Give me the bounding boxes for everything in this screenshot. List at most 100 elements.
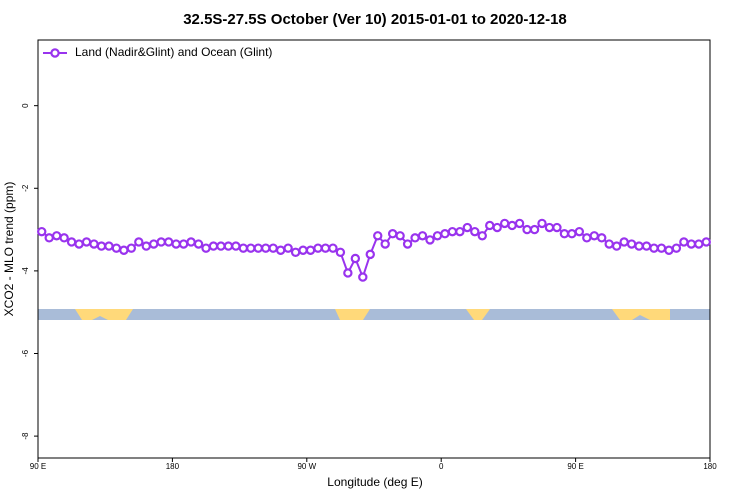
data-point	[320, 243, 331, 253]
data-point	[514, 218, 525, 229]
data-point	[81, 237, 92, 247]
data-point	[492, 222, 502, 233]
data-point	[432, 231, 443, 241]
data-point	[365, 249, 375, 260]
data-point	[694, 239, 704, 249]
x-tick-label: 90 E	[30, 462, 46, 471]
land-ocean-band	[38, 309, 710, 320]
data-point	[343, 268, 353, 278]
data-point	[537, 218, 547, 229]
series-line	[41, 222, 707, 281]
data-point	[186, 237, 196, 247]
data-point	[701, 237, 711, 247]
data-point	[387, 229, 398, 239]
data-point	[298, 245, 308, 255]
data-point	[582, 233, 592, 243]
data-point	[238, 243, 249, 253]
data-point	[51, 231, 62, 241]
x-tick-label: 180	[703, 462, 717, 471]
data-point	[141, 241, 151, 251]
data-point	[522, 224, 532, 235]
land-patch	[466, 309, 490, 320]
data-point	[507, 220, 517, 231]
data-point	[395, 231, 405, 241]
data-point	[208, 241, 219, 251]
data-point	[649, 243, 659, 253]
data-point	[559, 229, 570, 239]
data-point	[604, 239, 614, 249]
data-point	[246, 243, 256, 253]
legend-marker	[50, 48, 60, 58]
data-point	[59, 233, 69, 243]
data-point	[455, 226, 465, 237]
data-point	[410, 233, 420, 243]
data-point	[589, 231, 599, 241]
data-point	[74, 239, 84, 249]
y-tick-label: -4	[21, 267, 30, 275]
ocean-band	[38, 309, 710, 320]
land-patch	[75, 309, 133, 320]
data-point	[425, 235, 435, 245]
data-point	[111, 243, 122, 253]
data-point	[544, 222, 555, 233]
data-point	[626, 239, 637, 249]
data-point	[305, 245, 316, 255]
data-point	[656, 243, 667, 253]
data-point	[156, 237, 166, 247]
data-point	[529, 224, 540, 235]
data-point	[253, 243, 263, 253]
data-point	[193, 239, 204, 249]
x-tick-label: 0	[439, 462, 444, 471]
data-point	[597, 233, 607, 243]
land-patch	[612, 309, 670, 320]
data-point	[96, 241, 107, 251]
data-point	[275, 245, 286, 255]
data-point	[485, 220, 495, 231]
data-point	[178, 239, 189, 249]
data-point	[470, 226, 480, 237]
data-point	[328, 243, 338, 253]
data-point	[268, 243, 278, 253]
data-point	[671, 243, 682, 253]
data-point	[104, 241, 114, 251]
data-point	[313, 243, 323, 253]
data-point	[373, 231, 383, 241]
data-point	[440, 229, 450, 239]
data-point	[66, 237, 77, 247]
data-point	[679, 237, 689, 247]
data-point	[163, 237, 174, 247]
data-point	[686, 239, 697, 249]
y-tick-label: -8	[21, 432, 30, 440]
data-point	[290, 247, 301, 258]
y-tick-label: -2	[21, 184, 30, 192]
chart-title: 32.5S-27.5S October (Ver 10) 2015-01-01 …	[183, 11, 567, 28]
data-point	[216, 241, 226, 251]
data-point	[261, 243, 271, 253]
data-point	[499, 218, 510, 229]
data-point	[634, 241, 644, 251]
y-axis-label: XCO2 - MLO trend (ppm)	[2, 182, 16, 317]
data-point	[402, 239, 413, 249]
data-point	[134, 237, 144, 247]
x-tick-label: 180	[166, 462, 180, 471]
data-point	[89, 239, 99, 249]
legend-label: Land (Nadir&Glint) and Ocean (Glint)	[75, 45, 272, 59]
y-tick-label: 0	[21, 103, 30, 108]
data-point	[462, 222, 473, 233]
data-point	[552, 222, 562, 233]
data-point	[283, 243, 293, 253]
data-point	[231, 241, 241, 251]
data-point	[335, 247, 346, 258]
data-point	[358, 272, 368, 282]
land-patch	[335, 309, 370, 320]
data-point	[611, 241, 622, 251]
data-point	[417, 231, 428, 241]
plot-frame	[37, 39, 711, 459]
data-point	[37, 226, 47, 237]
data-point	[641, 241, 652, 251]
data-point	[567, 229, 577, 239]
data-point	[447, 226, 458, 237]
data-point	[350, 253, 361, 264]
data-point	[574, 226, 585, 237]
